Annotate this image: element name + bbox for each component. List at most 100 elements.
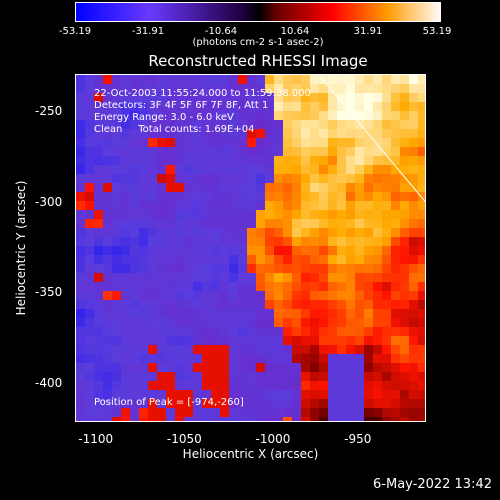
colorbar — [75, 2, 441, 22]
heatmap-cell — [265, 264, 275, 274]
heatmap-cell — [418, 156, 425, 166]
heatmap-cell — [355, 75, 365, 85]
heatmap-cell — [148, 372, 158, 382]
heatmap-cell — [310, 165, 320, 175]
heatmap-cell — [139, 408, 149, 418]
heatmap-cell — [148, 147, 158, 157]
heatmap-cell — [328, 363, 338, 373]
heatmap-cell — [247, 246, 257, 256]
heatmap-cell — [292, 264, 302, 274]
heatmap-cell — [265, 111, 275, 121]
heatmap-cell — [292, 201, 302, 211]
heatmap-cell — [283, 138, 293, 148]
heatmap-cell — [175, 165, 185, 175]
heatmap-cell — [283, 84, 293, 94]
heatmap-cell — [265, 156, 275, 166]
heatmap-cell — [364, 399, 374, 409]
heatmap-cell — [85, 210, 95, 220]
heatmap-cell — [391, 336, 401, 346]
heatmap-cell — [202, 354, 212, 364]
heatmap-cell — [400, 291, 410, 301]
heatmap-cell — [175, 129, 185, 139]
heatmap-cell — [265, 408, 275, 418]
heatmap-cell — [328, 102, 338, 112]
heatmap-cell — [139, 183, 149, 193]
heatmap-cell — [238, 345, 248, 355]
heatmap-cell — [418, 102, 425, 112]
heatmap-cell — [346, 363, 356, 373]
heatmap-cell — [112, 246, 122, 256]
heatmap-cell — [157, 210, 167, 220]
heatmap-cell — [400, 183, 410, 193]
heatmap-cell — [337, 138, 347, 148]
heatmap-cell — [337, 273, 347, 283]
heatmap-cell — [355, 381, 365, 391]
heatmap-cell — [130, 183, 140, 193]
heatmap-cell — [328, 327, 338, 337]
heatmap-cell — [382, 219, 392, 229]
heatmap-cell — [364, 417, 374, 421]
heatmap-cell — [193, 237, 203, 247]
heatmap-cell — [121, 417, 131, 421]
heatmap-cell — [157, 273, 167, 283]
heatmap-cell — [301, 408, 311, 418]
heatmap-cell — [148, 183, 158, 193]
heatmap-cell — [283, 264, 293, 274]
heatmap-cell — [337, 156, 347, 166]
heatmap-cell — [139, 102, 149, 112]
heatmap-cell — [301, 111, 311, 121]
heatmap-cell — [184, 75, 194, 85]
heatmap-cell — [391, 291, 401, 301]
heatmap-cell — [220, 165, 230, 175]
heatmap-cell — [274, 300, 284, 310]
heatmap-cell — [121, 336, 131, 346]
heatmap-cell — [337, 417, 347, 421]
heatmap-cell — [265, 363, 275, 373]
heatmap-cell — [85, 111, 95, 121]
heatmap-cell — [409, 327, 419, 337]
heatmap-cell — [283, 336, 293, 346]
heatmap-cell — [364, 201, 374, 211]
heatmap-cell — [103, 93, 113, 103]
heatmap-cell — [202, 273, 212, 283]
heatmap-image — [76, 75, 425, 421]
heatmap-cell — [211, 390, 221, 400]
heatmap-cell — [130, 264, 140, 274]
heatmap-cell — [229, 102, 239, 112]
heatmap-cell — [292, 381, 302, 391]
heatmap-cell — [265, 372, 275, 382]
heatmap-cell — [148, 219, 158, 229]
heatmap-cell — [220, 345, 230, 355]
heatmap-cell — [355, 417, 365, 421]
heatmap-cell — [382, 264, 392, 274]
heatmap-cell — [292, 102, 302, 112]
heatmap-cell — [157, 417, 167, 421]
heatmap-cell — [229, 192, 239, 202]
heatmap-cell — [148, 129, 158, 139]
heatmap-cell — [157, 408, 167, 418]
heatmap-cell — [292, 354, 302, 364]
heatmap-cell — [103, 372, 113, 382]
heatmap-cell — [229, 381, 239, 391]
heatmap-cell — [274, 255, 284, 265]
heatmap-cell — [256, 381, 266, 391]
heatmap-cell — [274, 363, 284, 373]
heatmap-cell — [103, 300, 113, 310]
heatmap-cell — [220, 264, 230, 274]
heatmap-cell — [391, 120, 401, 130]
heatmap-cell — [112, 327, 122, 337]
heatmap-cell — [337, 210, 347, 220]
heatmap-cell — [85, 192, 95, 202]
heatmap-cell — [130, 237, 140, 247]
heatmap-cell — [166, 309, 176, 319]
heatmap-cell — [355, 336, 365, 346]
heatmap-cell — [274, 156, 284, 166]
heatmap-cell — [337, 345, 347, 355]
heatmap-cell — [256, 372, 266, 382]
heatmap-cell — [130, 201, 140, 211]
heatmap-cell — [292, 219, 302, 229]
heatmap-cell — [328, 237, 338, 247]
heatmap-cell — [328, 264, 338, 274]
heatmap-cell — [175, 264, 185, 274]
heatmap-cell — [220, 318, 230, 328]
